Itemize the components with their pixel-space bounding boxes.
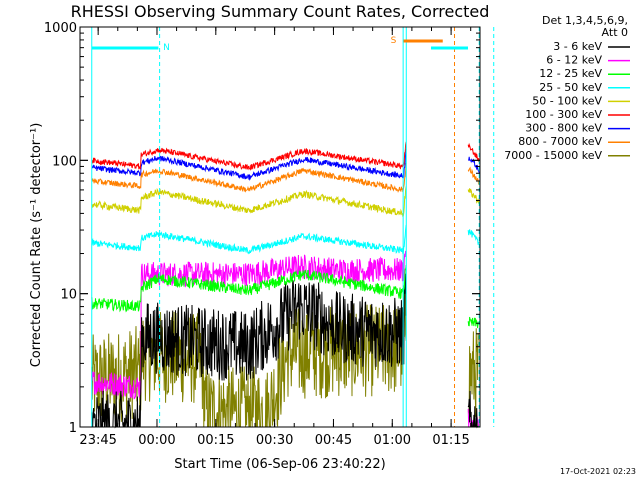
series-line bbox=[91, 224, 480, 255]
series-50-100-kev bbox=[91, 186, 480, 218]
legend-label: 25 - 50 keV bbox=[539, 81, 602, 94]
series-line bbox=[91, 149, 480, 181]
x-tick-label: 00:15 bbox=[197, 433, 234, 448]
legend-label: 7000 - 15000 keV bbox=[504, 149, 602, 162]
y-tick-label: 100 bbox=[52, 154, 77, 169]
series-12-25-kev bbox=[91, 264, 480, 329]
x-tick-label: 01:00 bbox=[374, 433, 411, 448]
legend-label: 6 - 12 keV bbox=[546, 54, 602, 67]
x-tick-label: 23:45 bbox=[79, 433, 116, 448]
series-300-800-kev bbox=[91, 149, 480, 181]
flag-label: N bbox=[163, 43, 170, 53]
legend-label: 100 - 300 keV bbox=[525, 108, 602, 121]
y-tick-label: 1000 bbox=[44, 21, 77, 36]
legend-label: 300 - 800 keV bbox=[525, 122, 602, 135]
series-25-50-kev bbox=[91, 224, 480, 255]
legend-label: 50 - 100 keV bbox=[532, 94, 602, 107]
x-tick-label: 01:15 bbox=[432, 433, 469, 448]
y-tick-label: 1 bbox=[69, 421, 77, 436]
legend-label: 3 - 6 keV bbox=[553, 40, 602, 53]
timestamp: 17-Oct-2021 02:23 bbox=[560, 467, 636, 476]
series-line bbox=[91, 264, 480, 329]
series-layer bbox=[91, 141, 480, 429]
x-axis-label: Start Time (06-Sep-06 23:40:22) bbox=[174, 457, 385, 472]
series-line bbox=[91, 186, 480, 218]
overlay-layer: NS bbox=[91, 27, 495, 427]
plot-frame bbox=[79, 26, 481, 428]
x-tick-label: 00:30 bbox=[256, 433, 293, 448]
flag-label: S bbox=[391, 36, 397, 46]
legend-label: 800 - 7000 keV bbox=[518, 135, 602, 148]
series-line bbox=[91, 162, 480, 193]
series-800-7000-kev bbox=[91, 162, 480, 193]
legend-header: Det 1,3,4,5,6,9, bbox=[542, 14, 628, 27]
series-line bbox=[91, 141, 480, 171]
legend-label: 12 - 25 keV bbox=[539, 67, 602, 80]
chart-title: RHESSI Observing Summary Count Rates, Co… bbox=[71, 2, 490, 21]
series-100-300-kev bbox=[91, 141, 480, 171]
y-tick-label: 10 bbox=[60, 288, 77, 303]
y-axis-label: Corrected Count Rate (s⁻¹ detector⁻¹) bbox=[29, 123, 44, 368]
legend-header: Att 0 bbox=[602, 26, 628, 39]
x-tick-label: 00:45 bbox=[315, 433, 352, 448]
axes-layer: 1 10 100 1000 23:45 00:00 00:15 00:30 00:45 01:00… bbox=[44, 21, 481, 448]
x-tick-label: 00:00 bbox=[138, 433, 175, 448]
